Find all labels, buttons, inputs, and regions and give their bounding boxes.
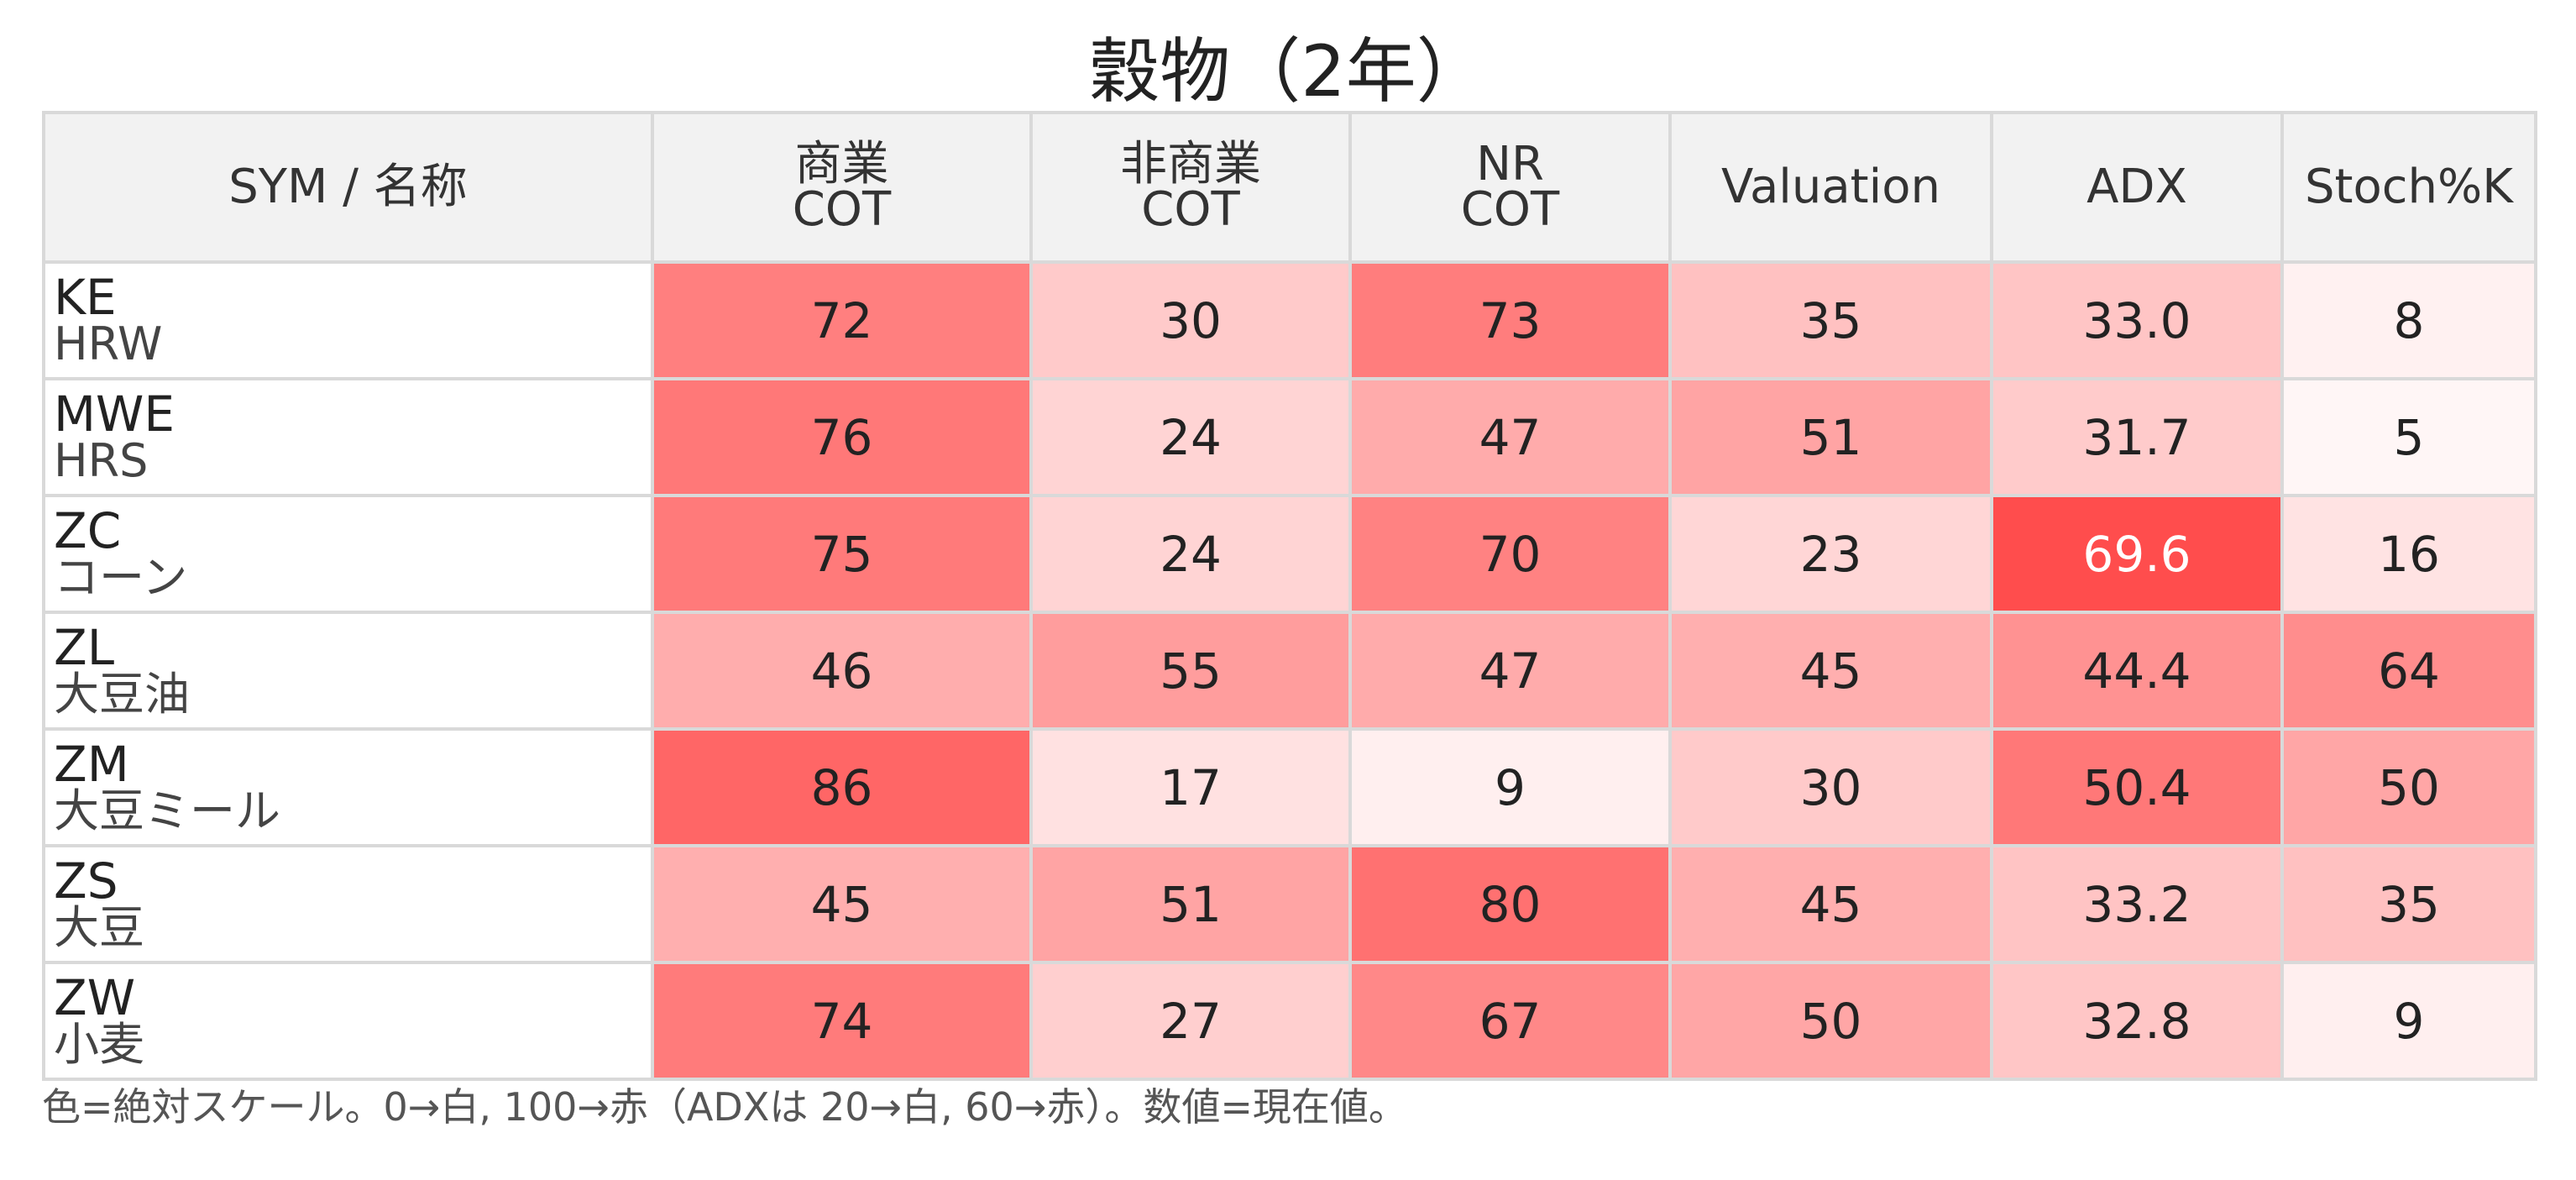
value-cell-com_cot: 76 xyxy=(651,377,1033,497)
value-cell-adx: 33.2 xyxy=(1990,844,2284,964)
column-header-nr_cot: NR COT xyxy=(1348,111,1672,264)
value-cell-stoch: 16 xyxy=(2280,494,2537,614)
value-cell-com_cot: 86 xyxy=(651,727,1033,847)
symbol-code: ZL xyxy=(54,618,115,676)
symbol-code: ZW xyxy=(54,968,136,1026)
symbol-cell: ZM 大豆ミール xyxy=(42,727,654,847)
symbol-name: 大豆ミール xyxy=(54,784,280,837)
value-cell-com_cot: 45 xyxy=(651,844,1033,964)
value-cell-adx: 50.4 xyxy=(1990,727,2284,847)
table-row: ZW 小麦 74 27 67 50 32.8 9 xyxy=(42,961,2537,1081)
value-cell-adx: 31.7 xyxy=(1990,377,2284,497)
value-cell-valuation: 45 xyxy=(1668,611,1993,731)
header-row: SYM / 名称 商業 COT 非商業 COT NR COT Valuation ADX Stoc… xyxy=(42,111,2537,264)
value-cell-stoch: 64 xyxy=(2280,611,2537,731)
column-header-label: Valuation xyxy=(1721,160,1940,214)
column-header-label: COT xyxy=(1460,182,1560,237)
symbol-cell: ZW 小麦 xyxy=(42,961,654,1081)
symbol-code: ZC xyxy=(54,501,122,559)
column-header-com_cot: 商業 COT xyxy=(651,111,1033,264)
color-scale-note: 色=絶対スケール。0→白, 100→赤（ADXは 20→白, 60→赤）。数値=… xyxy=(42,1084,1407,1130)
symbol-name: HRS xyxy=(54,433,149,487)
value-cell-com_cot: 75 xyxy=(651,494,1033,614)
column-header-label: 非商業 xyxy=(1120,137,1261,191)
value-cell-valuation: 30 xyxy=(1668,727,1993,847)
value-cell-stoch: 5 xyxy=(2280,377,2537,497)
table-body: KE HRW 72 30 73 35 33.0 8 MWE HRS 76 24 47 51 31.7 5 ZC コ… xyxy=(42,260,2537,1081)
symbol-name: 大豆油 xyxy=(54,667,190,721)
table-row: ZC コーン 75 24 70 23 69.6 16 xyxy=(42,494,2537,614)
value-cell-noncom_cot: 51 xyxy=(1029,844,1352,964)
symbol-name: 小麦 xyxy=(54,1017,144,1071)
value-cell-noncom_cot: 24 xyxy=(1029,494,1352,614)
value-cell-noncom_cot: 30 xyxy=(1029,260,1352,380)
column-header-stoch: Stoch%K xyxy=(2280,111,2537,264)
value-cell-noncom_cot: 27 xyxy=(1029,961,1352,1081)
symbol-cell: KE HRW xyxy=(42,260,654,380)
value-cell-stoch: 50 xyxy=(2280,727,2537,847)
value-cell-noncom_cot: 17 xyxy=(1029,727,1352,847)
column-header-valuation: Valuation xyxy=(1668,111,1993,264)
value-cell-adx: 32.8 xyxy=(1990,961,2284,1081)
column-header-adx: ADX xyxy=(1990,111,2284,264)
value-cell-noncom_cot: 24 xyxy=(1029,377,1352,497)
column-header-label: COT xyxy=(1141,182,1240,237)
symbol-cell: MWE HRS xyxy=(42,377,654,497)
value-cell-stoch: 35 xyxy=(2280,844,2537,964)
value-cell-nr_cot: 9 xyxy=(1348,727,1672,847)
table-row: ZM 大豆ミール 86 17 9 30 50.4 50 xyxy=(42,727,2537,847)
table-row: ZL 大豆油 46 55 47 45 44.4 64 xyxy=(42,611,2537,731)
column-header-noncom_cot: 非商業 COT xyxy=(1029,111,1352,264)
value-cell-stoch: 8 xyxy=(2280,260,2537,380)
value-cell-valuation: 23 xyxy=(1668,494,1993,614)
value-cell-adx: 44.4 xyxy=(1990,611,2284,731)
value-cell-com_cot: 72 xyxy=(651,260,1033,380)
value-cell-nr_cot: 80 xyxy=(1348,844,1672,964)
value-cell-valuation: 35 xyxy=(1668,260,1993,380)
symbol-cell: ZL 大豆油 xyxy=(42,611,654,731)
column-header-sym: SYM / 名称 xyxy=(42,111,654,264)
column-header-label: COT xyxy=(792,182,892,237)
symbol-code: MWE xyxy=(54,385,175,443)
symbol-name: HRW xyxy=(54,317,163,370)
symbol-name: 大豆 xyxy=(54,900,144,954)
chart-title: 穀物（2年） xyxy=(1089,30,1487,113)
symbol-code: ZS xyxy=(54,852,118,910)
value-cell-nr_cot: 67 xyxy=(1348,961,1672,1081)
value-cell-nr_cot: 70 xyxy=(1348,494,1672,614)
value-cell-noncom_cot: 55 xyxy=(1029,611,1352,731)
symbol-code: ZM xyxy=(54,735,129,793)
value-cell-valuation: 45 xyxy=(1668,844,1993,964)
symbol-cell: ZS 大豆 xyxy=(42,844,654,964)
symbol-cell: ZC コーン xyxy=(42,494,654,614)
value-cell-stoch: 9 xyxy=(2280,961,2537,1081)
symbol-code: KE xyxy=(54,268,117,326)
symbol-name: コーン xyxy=(54,550,188,604)
value-cell-com_cot: 74 xyxy=(651,961,1033,1081)
column-header-label: SYM / 名称 xyxy=(228,160,468,214)
value-cell-adx: 33.0 xyxy=(1990,260,2284,380)
value-cell-nr_cot: 73 xyxy=(1348,260,1672,380)
column-header-label: Stoch%K xyxy=(2305,160,2513,214)
column-header-label: 商業 xyxy=(794,137,889,191)
heatmap-table: SYM / 名称 商業 COT 非商業 COT NR COT Valuation ADX Stoc… xyxy=(42,111,2537,1081)
column-header-label: ADX xyxy=(2086,160,2187,214)
table-row: ZS 大豆 45 51 80 45 33.2 35 xyxy=(42,844,2537,964)
value-cell-com_cot: 46 xyxy=(651,611,1033,731)
value-cell-nr_cot: 47 xyxy=(1348,377,1672,497)
column-header-label: NR xyxy=(1476,137,1544,191)
value-cell-valuation: 50 xyxy=(1668,961,1993,1081)
value-cell-valuation: 51 xyxy=(1668,377,1993,497)
value-cell-nr_cot: 47 xyxy=(1348,611,1672,731)
table-row: KE HRW 72 30 73 35 33.0 8 xyxy=(42,260,2537,380)
value-cell-adx: 69.6 xyxy=(1990,494,2284,614)
table-row: MWE HRS 76 24 47 51 31.7 5 xyxy=(42,377,2537,497)
